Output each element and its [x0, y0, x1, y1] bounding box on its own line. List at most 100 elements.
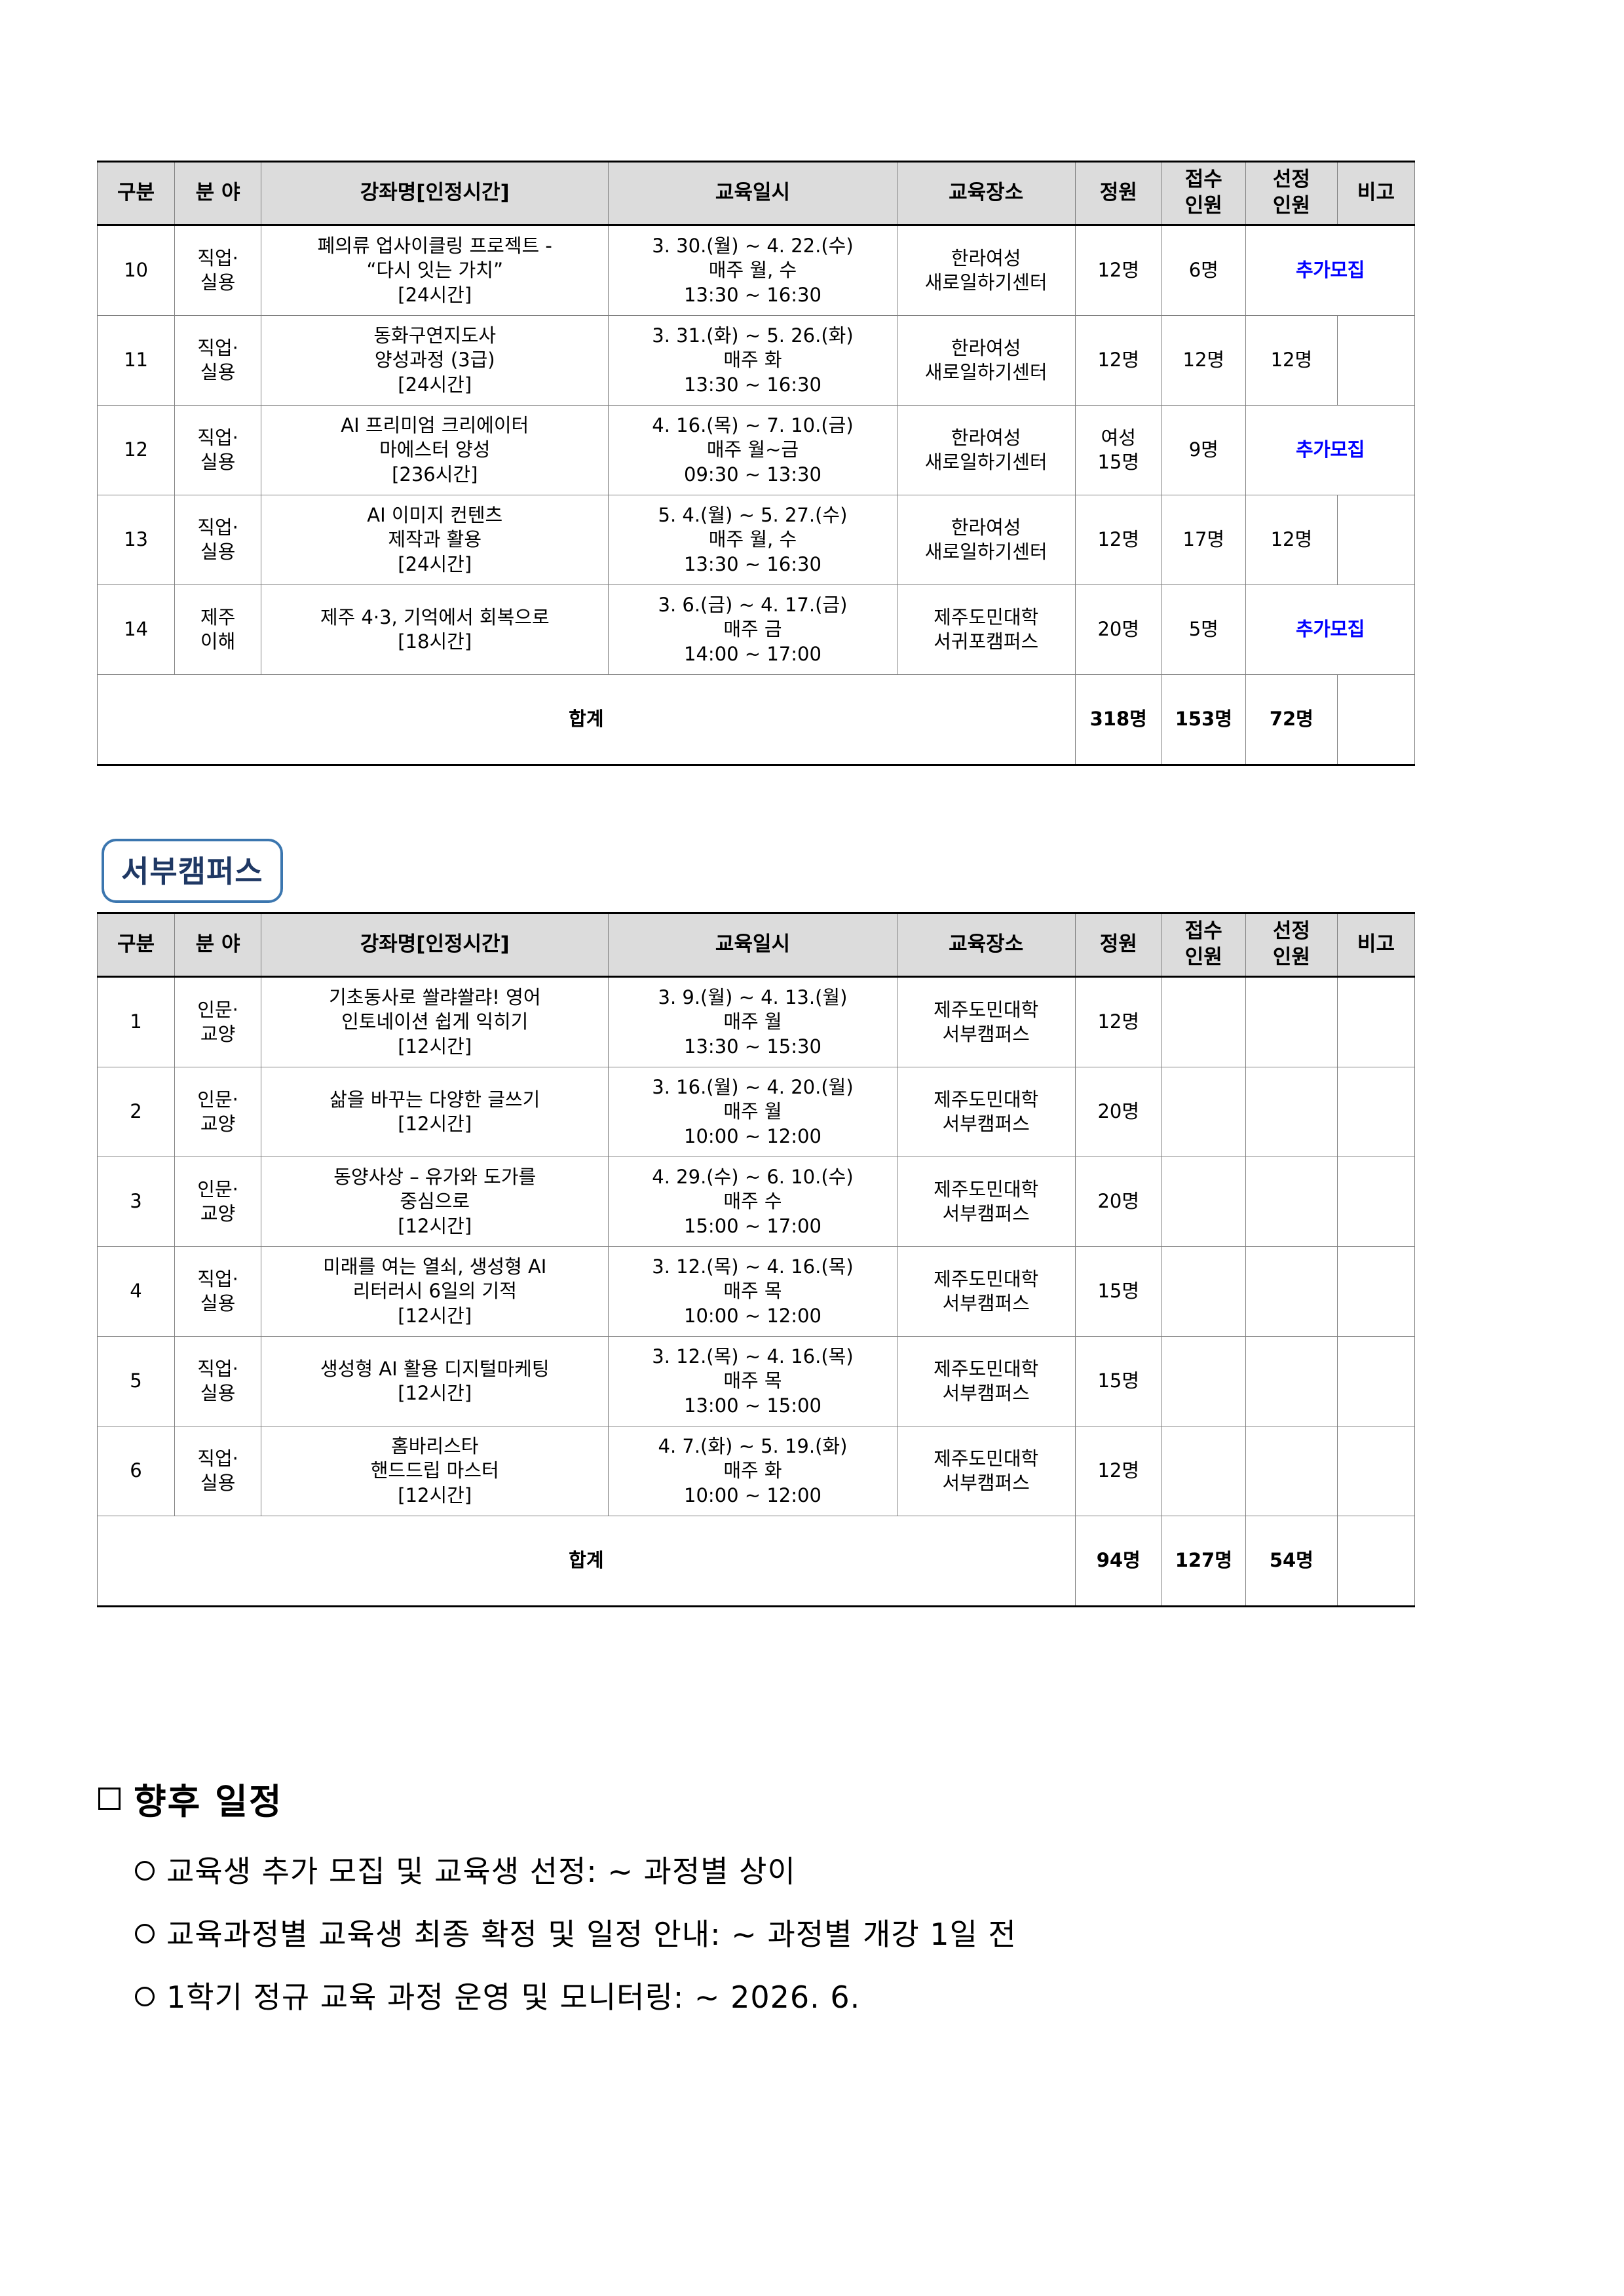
- cell-location-line: 서부캠퍼스: [942, 1292, 1030, 1314]
- cell-location-line: 서부캠퍼스: [942, 1113, 1030, 1135]
- cell-chosen-count: 12명: [1245, 315, 1338, 406]
- cell-schedule: 4. 29.(수) ~ 6. 10.(수) 매주 수 15:00 ~ 17:00: [608, 1157, 897, 1247]
- cell-field: 직업· 실용: [174, 225, 262, 316]
- cell-course-line: [12시간]: [398, 1214, 472, 1237]
- cell-field: 직업· 실용: [174, 495, 262, 585]
- schedule-list-item: 교육생 추가 모집 및 교육생 선정: ~ 과정별 상이: [135, 1848, 1017, 1891]
- cell-schedule-line: 13:30 ~ 16:30: [684, 373, 821, 396]
- cell-note: [1336, 1336, 1416, 1426]
- cell-field: 인문· 교양: [174, 1157, 262, 1247]
- col-header-no: 구분: [96, 161, 176, 226]
- cell-field-line: 직업·: [197, 1447, 238, 1470]
- cell-field-line: 직업·: [197, 1357, 238, 1380]
- col-header-field: 분 야: [174, 912, 262, 978]
- cell-course-line: 중심으로: [400, 1190, 470, 1213]
- cell-course-line: 제주 4·3, 기억에서 회복으로: [320, 605, 550, 628]
- table-row: 3 인문· 교양 동양사상 – 유가와 도가를 중심으로 [12시간] 4. 29.(수) …: [96, 1157, 1416, 1247]
- cell-schedule-line: 15:00 ~ 17:00: [684, 1214, 821, 1237]
- table-row: 11 직업· 실용 동화구연지도사 양성과정 (3급) [24시간] 3. 31.(화) ~…: [96, 315, 1416, 406]
- cell-location-line: 제주도민대학: [934, 998, 1039, 1021]
- cell-applied-count: [1161, 976, 1246, 1067]
- cell-capacity: 12명: [1074, 495, 1162, 585]
- cell-schedule-line: 3. 12.(목) ~ 4. 16.(목): [652, 1345, 854, 1368]
- cell-schedule-line: 3. 6.(금) ~ 4. 17.(금): [658, 594, 848, 617]
- cell-capacity: 15명: [1074, 1246, 1162, 1337]
- cell-field-line: 실용: [200, 1382, 236, 1404]
- cell-schedule-line: 10:00 ~ 12:00: [684, 1483, 821, 1506]
- cell-applied-count: 9명: [1161, 405, 1246, 495]
- cell-schedule-line: 매주 월, 수: [708, 528, 797, 551]
- cell-field: 직업· 실용: [174, 1426, 262, 1516]
- cell-capacity: 20명: [1074, 1067, 1162, 1157]
- cell-location-line: 새로일하기센터: [924, 541, 1048, 563]
- cell-course-line: 동양사상 – 유가와 도가를: [333, 1166, 537, 1189]
- cell-schedule: 3. 12.(목) ~ 4. 16.(목) 매주 목 13:00 ~ 15:00: [608, 1336, 897, 1426]
- cell-location-line: 서부캠퍼스: [942, 1202, 1030, 1225]
- col-header-where: 교육장소: [896, 912, 1076, 978]
- col-header-when: 교육일시: [608, 161, 897, 226]
- table-row: 14 제주 이해 제주 4·3, 기억에서 회복으로 [18시간] 3. 6.(금) ~ …: [96, 584, 1416, 675]
- cell-applied-count: [1161, 1157, 1246, 1247]
- cell-course-name: 동양사상 – 유가와 도가를 중심으로 [12시간]: [261, 1157, 609, 1247]
- cell-course-name: AI 이미지 컨텐츠 제작과 활용 [24시간]: [261, 495, 609, 585]
- table-row: 13 직업· 실용 AI 이미지 컨텐츠 제작과 활용 [24시간] 5. 4.(월) ~ …: [96, 495, 1416, 585]
- cell-course-line: 리터러시 6일의 기적: [352, 1280, 517, 1303]
- cell-note: [1336, 976, 1416, 1067]
- cell-location-line: 제주도민대학: [934, 605, 1039, 628]
- cell-field-line: 이해: [200, 630, 236, 653]
- cell-course-line: [12시간]: [398, 1483, 472, 1506]
- cell-course-line: 생성형 AI 활용 디지털마케팅: [320, 1357, 550, 1380]
- col-header-course: 강좌명[인정시간]: [261, 161, 609, 226]
- col-header-note: 비고: [1336, 161, 1416, 226]
- col-header-note: 비고: [1336, 912, 1416, 978]
- cell-field-line: 실용: [200, 271, 236, 294]
- cell-schedule-line: 10:00 ~ 12:00: [684, 1304, 821, 1327]
- cell-note: [1336, 1067, 1416, 1157]
- cell-capacity-line: 여성: [1101, 426, 1136, 449]
- cell-location: 한라여성 새로일하기센터: [896, 405, 1076, 495]
- cell-location-line: 제주도민대학: [934, 1177, 1039, 1200]
- schedule-list-item-text: 1학기 정규 교육 과정 운영 및 모니터링: ~ 2026. 6.: [166, 1980, 861, 2015]
- table-row: 4 직업· 실용 미래를 여는 열쇠, 생성형 AI 리터러시 6일의 기적 [12시간]…: [96, 1246, 1416, 1337]
- cell-field-line: 제주: [200, 605, 236, 628]
- total-note: [1336, 1516, 1416, 1607]
- cell-schedule: 3. 30.(월) ~ 4. 22.(수) 매주 월, 수 13:30 ~ 16:3…: [608, 225, 897, 316]
- cell-field-line: 인문·: [197, 998, 238, 1021]
- cell-chosen-count: [1245, 976, 1338, 1067]
- cell-field: 직업· 실용: [174, 1336, 262, 1426]
- cell-schedule: 3. 6.(금) ~ 4. 17.(금) 매주 금 14:00 ~ 17:00: [608, 584, 897, 675]
- cell-field: 인문· 교양: [174, 1067, 262, 1157]
- cell-field: 직업· 실용: [174, 315, 262, 406]
- cell-note: [1336, 495, 1416, 585]
- cell-field-line: 직업·: [197, 426, 238, 449]
- cell-field-line: 교양: [200, 1023, 236, 1045]
- cell-course-line: [12시간]: [398, 1304, 472, 1327]
- cell-applied-count: 17명: [1161, 495, 1246, 585]
- campus-badge-west: 서부캠퍼스: [102, 839, 283, 903]
- cell-location: 한라여성 새로일하기센터: [896, 495, 1076, 585]
- col-header-course: 강좌명[인정시간]: [261, 912, 609, 978]
- schedule-list-item: 교육과정별 교육생 최종 확정 및 일정 안내: ~ 과정별 개강 1일 전: [135, 1911, 1017, 1954]
- course-table-hanra: 구분 분 야 강좌명[인정시간] 교육일시 교육장소 정원 접수 인원 선정 인…: [96, 161, 1416, 766]
- cell-chosen-count: [1245, 1426, 1338, 1516]
- cell-no: 5: [96, 1336, 176, 1426]
- cell-schedule-line: 10:00 ~ 12:00: [684, 1124, 821, 1147]
- square-bullet-icon: [98, 1787, 121, 1810]
- cell-course-line: 기초동사로 쏼랴쏼랴! 영어: [328, 986, 541, 1009]
- col-header-applied-line1: 접수: [1184, 168, 1222, 192]
- cell-course-line: AI 이미지 컨텐츠: [367, 504, 503, 527]
- cell-location-line: 서부캠퍼스: [942, 1023, 1030, 1045]
- cell-course-line: 동화구연지도사: [373, 324, 497, 347]
- col-header-applied: 접수 인원: [1161, 161, 1246, 226]
- cell-location-line: 서부캠퍼스: [942, 1472, 1030, 1494]
- cell-schedule-line: 매주 월, 수: [708, 259, 797, 282]
- table-total-row: 합계 318명 153명 72명: [97, 674, 1416, 766]
- col-header-applied-line2: 인원: [1184, 946, 1222, 969]
- cell-field-line: 교양: [200, 1113, 236, 1135]
- cell-field: 직업· 실용: [174, 405, 262, 495]
- cell-field-line: 인문·: [197, 1177, 238, 1200]
- cell-schedule-line: 13:30 ~ 16:30: [684, 283, 821, 306]
- cell-schedule-line: 매주 월: [723, 1010, 782, 1033]
